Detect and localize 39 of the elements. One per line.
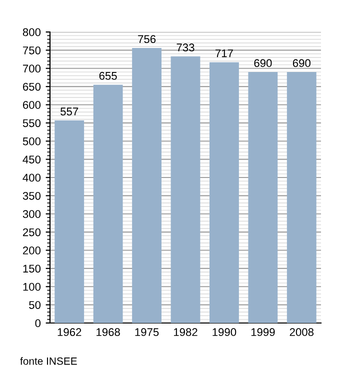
bar [93,84,123,323]
data-label: 756 [138,35,156,44]
x-tick-label: 1975 [135,328,159,336]
x-tick-label: 2008 [290,328,314,336]
bar [248,72,278,323]
data-label: 717 [216,49,233,58]
y-tick-label: 550 [22,119,41,128]
bar [170,56,200,323]
y-tick-label: 250 [22,228,41,236]
y-tick-label: 800 [22,28,41,36]
y-tick-label: 350 [22,192,41,200]
x-tick-label: 1999 [251,328,275,336]
x-tick-label: 1982 [174,328,198,336]
bar [132,48,162,323]
data-label: 690 [254,59,272,68]
x-tick-label: 1990 [212,328,236,336]
y-tick-label: 100 [23,282,41,291]
data-label: 557 [60,108,78,116]
bar [286,72,316,323]
x-tick-label: 1962 [58,328,82,336]
y-tick-label: 0 [35,319,41,328]
y-tick-label: 200 [22,246,41,254]
y-tick-label: 700 [23,64,41,73]
y-tick-label: 750 [23,46,41,54]
bar [210,62,239,323]
y-tick-label: 400 [22,174,41,182]
data-label: 690 [292,59,310,68]
data-label: 655 [99,72,117,80]
source-note: fonte INSEE [20,357,77,365]
y-tick-label: 50 [29,301,41,309]
y-tick-label: 500 [22,137,41,146]
y-tick-label: 150 [23,264,41,273]
y-tick-label: 300 [22,210,41,218]
y-tick-label: 600 [23,101,41,109]
y-tick-label: 450 [22,156,41,164]
bar [54,120,84,323]
data-label: 733 [176,44,194,52]
y-tick-label: 650 [23,82,41,91]
x-tick-label: 1968 [96,328,120,336]
